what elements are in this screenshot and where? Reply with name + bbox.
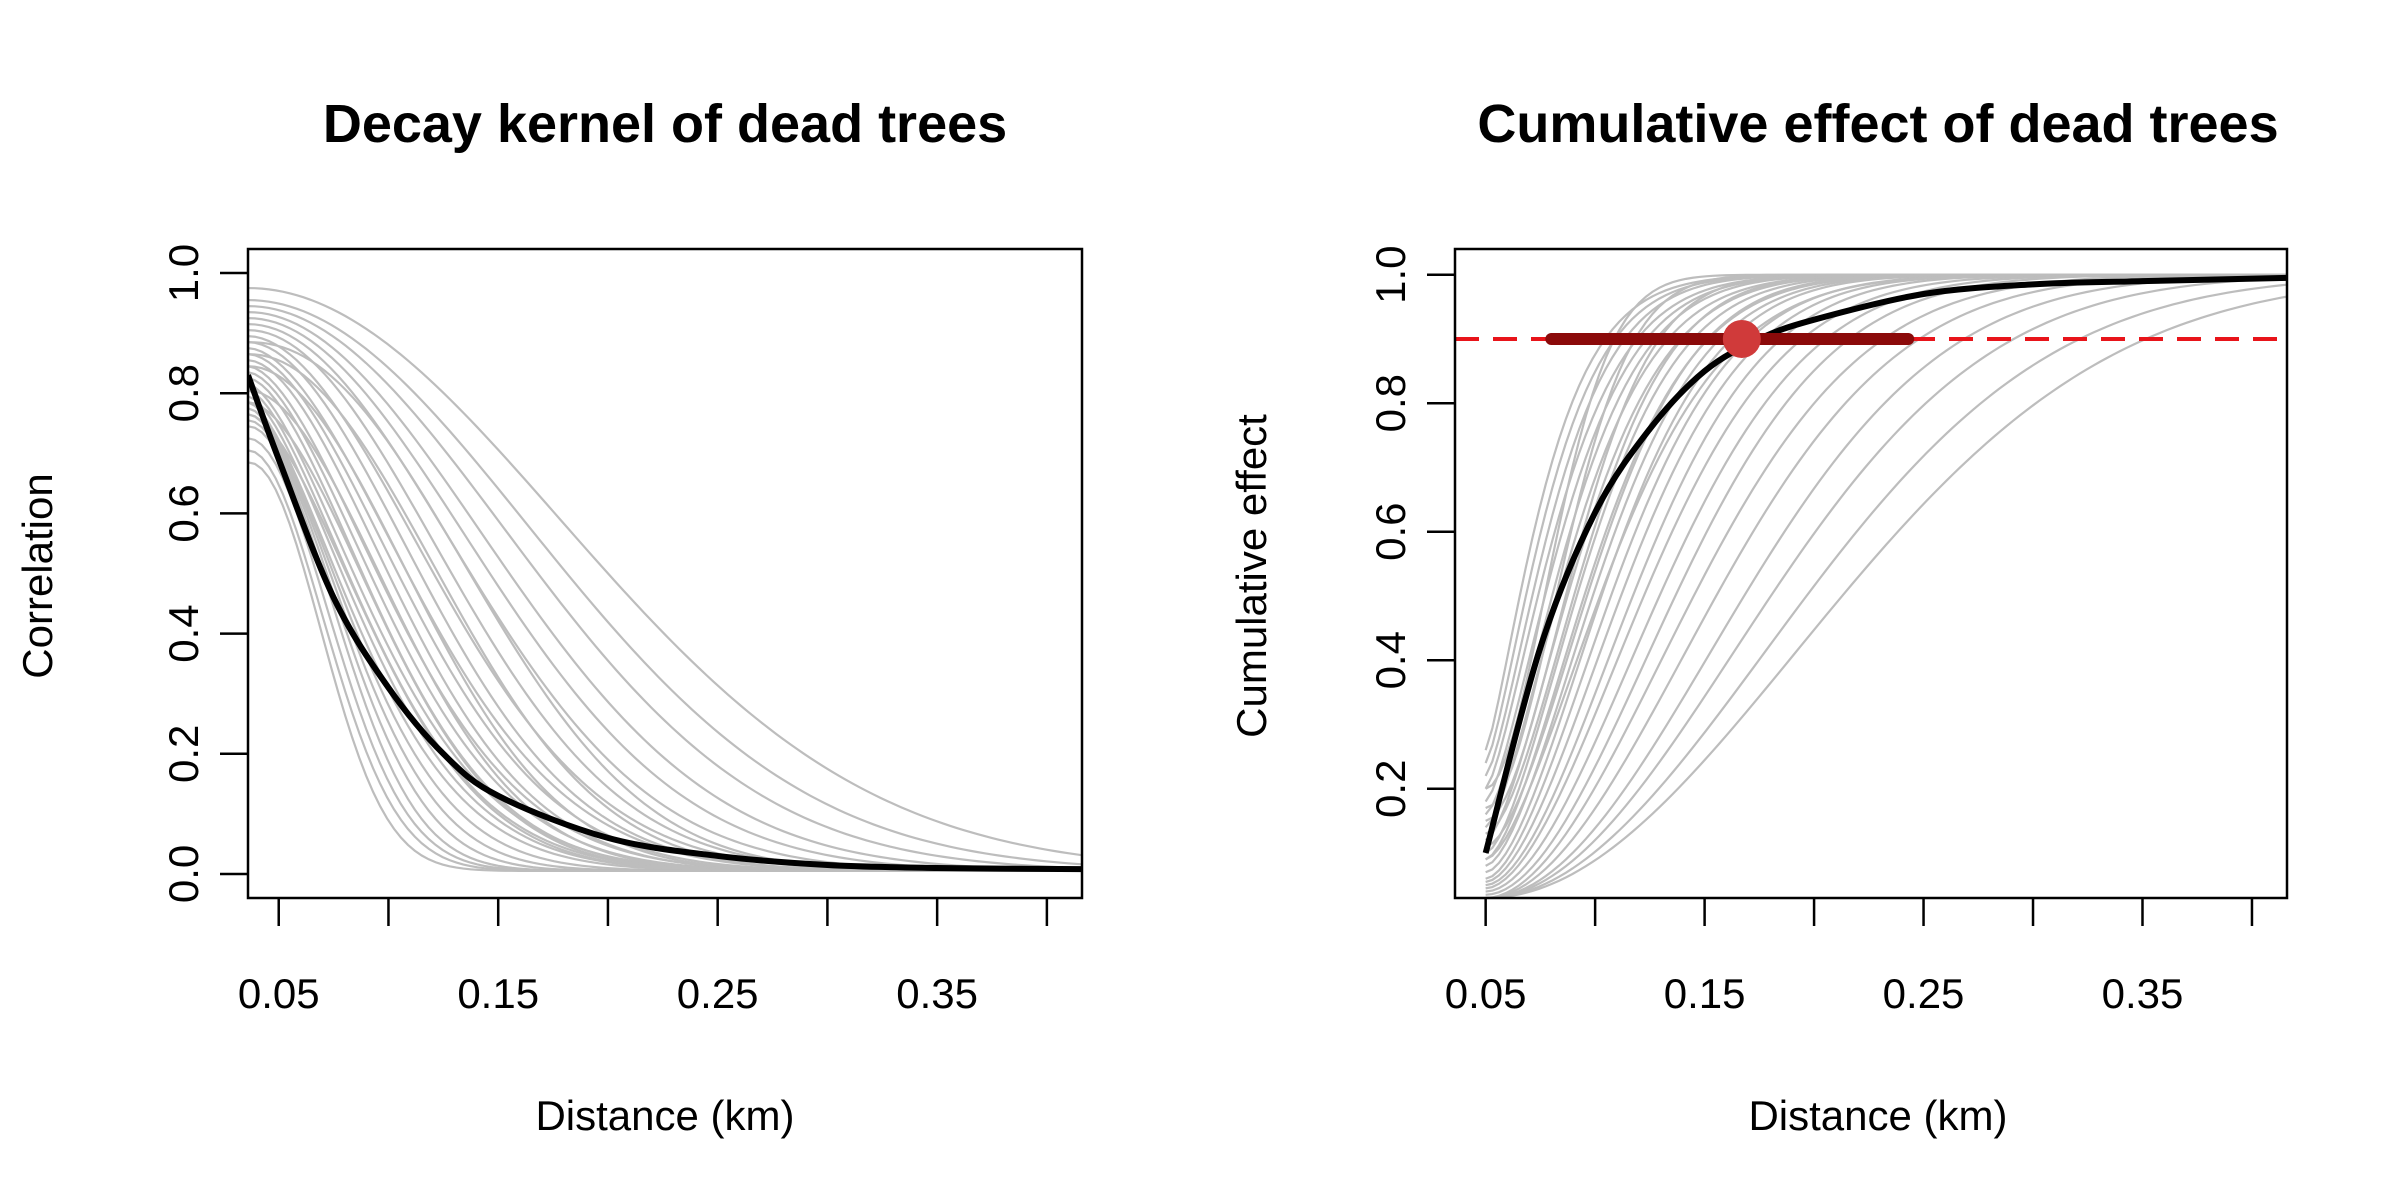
cumulative-effect-x-tick-label: 0.05: [1445, 970, 1527, 1017]
sample-curve: [248, 365, 1082, 873]
sample-curve: [248, 304, 1082, 870]
decay-kernel-axes: 0.05 0.15 0.25 0.35 0.0 0.2 0.4 0.6 0.8 1.0: [160, 244, 1084, 1017]
decay-kernel-y-tick-label: 0.2: [160, 725, 207, 783]
decay-kernel-y-tick-label: 0.0: [160, 845, 207, 903]
sample-curve: [248, 377, 1082, 873]
cumulative-effect-x-tick-label: 0.25: [1883, 970, 1965, 1017]
decay-kernel-y-tick-label: 0.4: [160, 604, 207, 662]
sample-curve: [248, 401, 1082, 873]
cumulative-effect-plot-area: [1455, 273, 2287, 898]
cumulative-effect-panel: Cumulative effect of dead trees Distance…: [1228, 94, 2289, 1139]
cumulative-effect-x-tick-label: 0.35: [2102, 970, 2184, 1017]
point-estimate: [1722, 319, 1761, 358]
mean-curve: [248, 374, 1082, 873]
sample-curve: [248, 365, 1082, 873]
sample-curve: [1484, 273, 2287, 777]
cumulative-effect-y-tick-label: 0.6: [1367, 503, 1414, 561]
cumulative-effect-y-tick-label: 0.8: [1367, 374, 1414, 432]
sample-curve: [248, 407, 1082, 873]
sample-curve: [248, 401, 1082, 873]
cumulative-effect-axes: 0.05 0.15 0.25 0.35 0.2 0.4 0.6 0.8 1.0: [1367, 246, 2289, 1017]
decay-kernel-xlabel: Distance (km): [535, 1092, 794, 1139]
cumulative-effect-plot-box: [1453, 247, 2289, 900]
decay-kernel-panel: Decay kernel of dead trees Distance (km)…: [14, 94, 1084, 1139]
decay-kernel-ylabel: Correlation: [14, 473, 61, 678]
cumulative-effect-xlabel: Distance (km): [1748, 1092, 2007, 1139]
cumulative-effect-title: Cumulative effect of dead trees: [1477, 94, 2278, 154]
decay-kernel-y-tick-label: 0.6: [160, 484, 207, 542]
sample-curve: [1485, 295, 2287, 898]
cumulative-effect-ylabel: Cumulative effect: [1228, 414, 1275, 738]
sample-curve: [248, 425, 1082, 873]
cumulative-effect-y-tick-label: 1.0: [1367, 246, 1414, 304]
sample-curve: [248, 286, 1082, 857]
decay-kernel-title: Decay kernel of dead trees: [323, 94, 1007, 154]
decay-kernel-x-tick-label: 0.15: [457, 970, 539, 1017]
cumulative-effect-y-tick-label: 0.2: [1367, 760, 1414, 818]
sample-curve: [1485, 273, 2287, 880]
decay-kernel-x-tick-label: 0.05: [238, 970, 320, 1017]
sample-curve: [1485, 276, 2287, 898]
cumulative-effect-y-tick-label: 0.4: [1367, 631, 1414, 689]
sample-curve: [248, 371, 1082, 873]
decay-kernel-x-tick-label: 0.25: [677, 970, 759, 1017]
decay-kernel-y-tick-label: 1.0: [160, 244, 207, 302]
sample-curve: [248, 298, 1082, 866]
sample-curve: [1484, 273, 2287, 751]
decay-kernel-y-tick-label: 0.8: [160, 364, 207, 422]
cumulative-effect-x-tick-label: 0.15: [1664, 970, 1746, 1017]
decay-kernel-plot-area: [248, 286, 1082, 873]
sample-curve: [1485, 273, 2287, 861]
decay-kernel-plot-box: [246, 247, 1084, 900]
decay-kernel-x-tick-label: 0.35: [896, 970, 978, 1017]
sample-curve: [248, 311, 1082, 872]
sample-curve: [1485, 283, 2287, 898]
